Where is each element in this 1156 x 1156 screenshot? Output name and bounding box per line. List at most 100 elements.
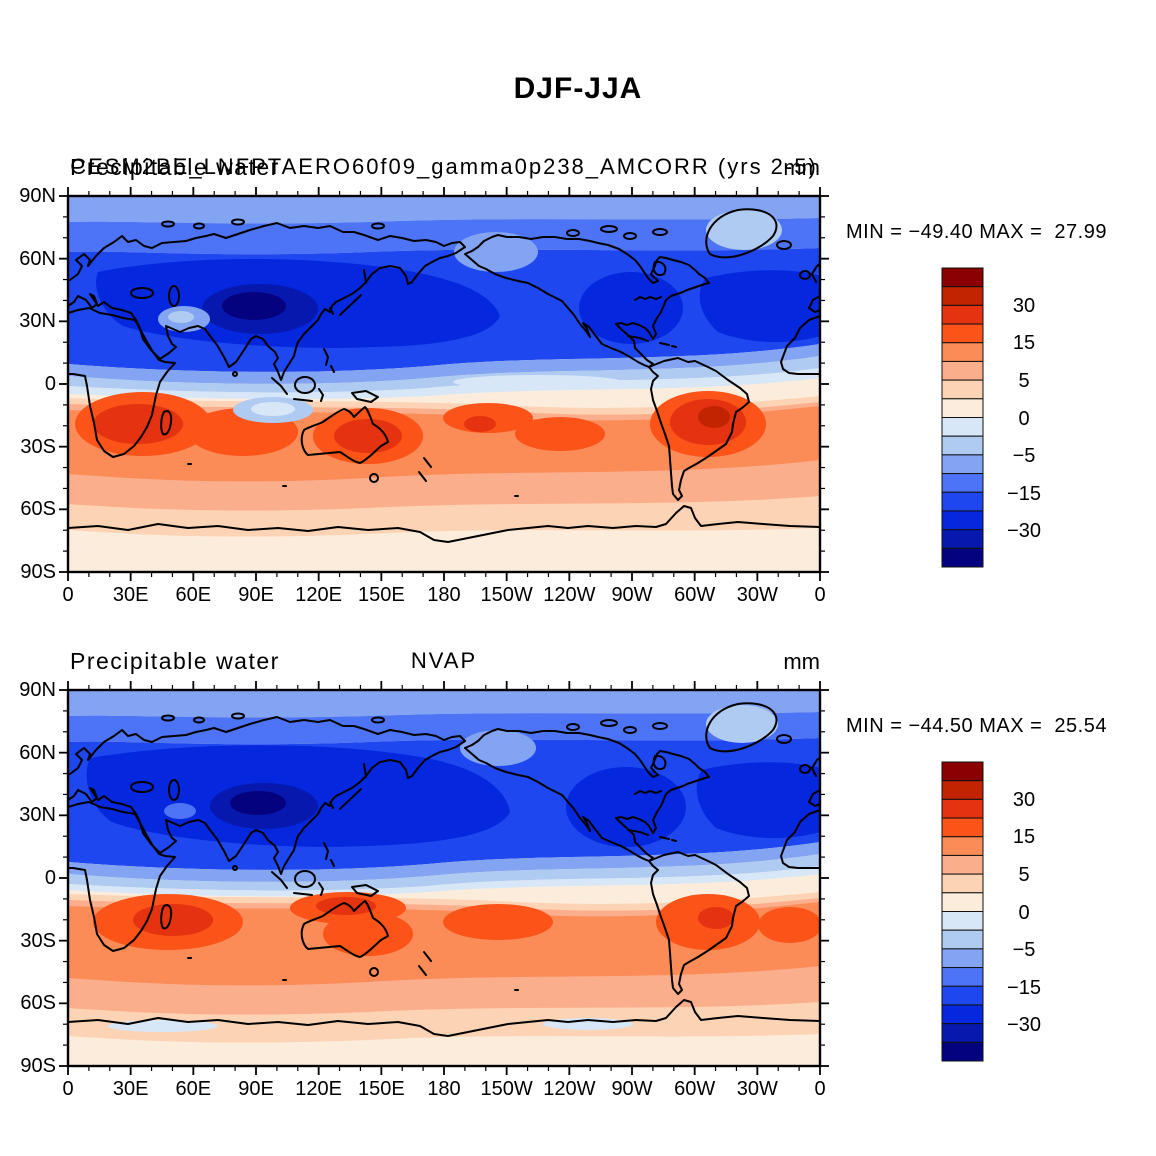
colorbar-tick-label: −5 [1012, 939, 1036, 962]
panel-center-title: NVAP [410, 648, 478, 673]
lat-tick-label: 90N [19, 679, 56, 701]
lat-axis: 90N 60N 30N 0 30S 60S 90S [0, 185, 56, 583]
colorbar-box [941, 854, 984, 875]
colorbar [941, 267, 984, 568]
colorbar-box [941, 873, 984, 894]
lon-tick-label: 30W [736, 1078, 778, 1100]
colorbar-tick-label: −30 [1007, 520, 1041, 543]
colorbar-tick-label: 15 [1012, 826, 1036, 849]
panel-left-title: Precipitable water [70, 648, 280, 674]
colorbar-box [941, 798, 984, 819]
lon-tick-label: 0 [62, 584, 74, 606]
lon-axis: 0 30E 60E 90E 120E 150E 180 150W 120W 90… [62, 1078, 825, 1102]
lat-tick-label: 60S [20, 992, 56, 1015]
colorbar-box [941, 929, 984, 950]
contour-fill [68, 690, 820, 1066]
colorbar-box [941, 473, 984, 493]
lat-tick-label: 90N [19, 185, 56, 207]
panel-left-title: Precipitable water [70, 154, 280, 180]
colorbar-box [941, 323, 984, 344]
colorbar-box [941, 911, 984, 931]
lon-tick-label: 180 [427, 584, 461, 606]
colorbar-box [941, 379, 984, 400]
contour-fill [68, 196, 820, 572]
lon-axis: 0 30E 60E 90E 120E 150E 180 150W 120W 90… [62, 584, 825, 608]
lon-tick-label: 150E [357, 1078, 405, 1100]
lon-tick-label: 90W [611, 1078, 653, 1100]
colorbar-box [941, 510, 984, 531]
colorbar-tick-label: −15 [1007, 976, 1041, 999]
lon-tick-label: 30E [112, 1078, 149, 1100]
colorbar-box [941, 967, 984, 987]
lon-tick-label: 120E [295, 1078, 343, 1100]
lat-tick-label: 60N [19, 741, 56, 764]
map-ticks [59, 187, 829, 581]
colorbar-box [941, 417, 984, 437]
lon-tick-label: 180 [427, 1078, 461, 1100]
lon-tick-label: 60W [674, 1078, 716, 1100]
colorbar-box [941, 1041, 984, 1062]
colorbar-tick-label: 0 [1018, 407, 1030, 430]
lon-tick-label: 120W [543, 1078, 596, 1100]
lat-tick-label: 0 [44, 867, 56, 889]
lon-tick-label: 30E [112, 584, 149, 606]
colorbar-tick-label: 30 [1012, 294, 1036, 317]
colorbar-box [941, 454, 984, 475]
map-svg [59, 681, 829, 1075]
lon-tick-label: 150E [357, 584, 405, 606]
lon-tick-label: 120W [543, 584, 596, 606]
panel-nvap: Precipitable water NVAP mm MIN = −44.50 … [0, 634, 1156, 1128]
lon-tick-label: 30W [736, 584, 778, 606]
lon-tick-label: 60E [175, 584, 212, 606]
lat-tick-label: 90S [20, 1055, 56, 1078]
lon-tick-label: 0 [62, 1078, 74, 1100]
colorbar-box [941, 398, 984, 418]
lat-tick-label: 30N [19, 804, 56, 827]
lat-tick-label: 30N [19, 310, 56, 333]
panel-model: Precipitable water CESM2BE_LNFPTAERO60f0… [0, 140, 1156, 634]
colorbar-box [941, 342, 984, 362]
colorbar-box [941, 1004, 984, 1025]
colorbar-box [941, 836, 984, 856]
colorbar-box [941, 286, 984, 306]
colorbar-tick-label: 5 [1018, 863, 1030, 886]
colorbar-box [941, 435, 984, 456]
lon-tick-label: 120E [295, 584, 343, 606]
panel-unit-label: mm [783, 155, 820, 180]
colorbar-box [941, 1023, 984, 1043]
map-ticks [59, 681, 829, 1075]
colorbar-labels: 30 15 5 0 −5 −15 −30 [994, 268, 1054, 569]
lat-tick-label: 60S [20, 498, 56, 521]
page-title: DJF-JJA [513, 72, 643, 105]
minmax-stats: MIN = −44.50 MAX = 25.54 [846, 715, 1107, 737]
panel-center-title: CESM2BE_LNFPTAERO60f09_gamma0p238_AMCORR… [70, 154, 818, 179]
lat-axis: 90N 60N 30N 0 30S 60S 90S [0, 679, 56, 1077]
colorbar-tick-label: −5 [1012, 445, 1036, 468]
lat-tick-label: 30S [20, 929, 56, 952]
colorbar-box [941, 985, 984, 1006]
lon-tick-label: 90W [611, 584, 653, 606]
lat-tick-label: 0 [44, 373, 56, 395]
lon-tick-label: 90E [238, 1078, 274, 1100]
lat-tick-label: 90S [20, 561, 56, 584]
colorbar [941, 761, 984, 1062]
colorbar-box [941, 892, 984, 912]
colorbar-box [941, 491, 984, 512]
colorbar-box [941, 761, 984, 782]
colorbar-tick-label: 5 [1018, 369, 1030, 392]
lon-tick-label: 60W [674, 584, 716, 606]
colorbar-tick-label: −15 [1007, 482, 1041, 505]
lat-tick-label: 30S [20, 435, 56, 458]
lat-tick-label: 60N [19, 247, 56, 270]
colorbar-tick-label: 30 [1012, 788, 1036, 811]
lon-tick-label: 90E [238, 584, 274, 606]
colorbar-box [941, 780, 984, 800]
colorbar-box [941, 948, 984, 969]
panel-unit-label: mm [783, 649, 820, 674]
colorbar-box [941, 529, 984, 549]
lon-tick-label: 150W [480, 1078, 533, 1100]
colorbar-tick-label: −30 [1007, 1014, 1041, 1037]
lon-tick-label: 150W [480, 584, 533, 606]
lon-tick-label: 60E [175, 1078, 212, 1100]
lon-tick-label: 0 [814, 584, 826, 606]
